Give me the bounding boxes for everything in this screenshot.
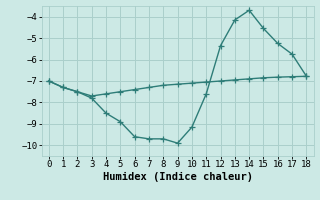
X-axis label: Humidex (Indice chaleur): Humidex (Indice chaleur) [103, 172, 252, 182]
